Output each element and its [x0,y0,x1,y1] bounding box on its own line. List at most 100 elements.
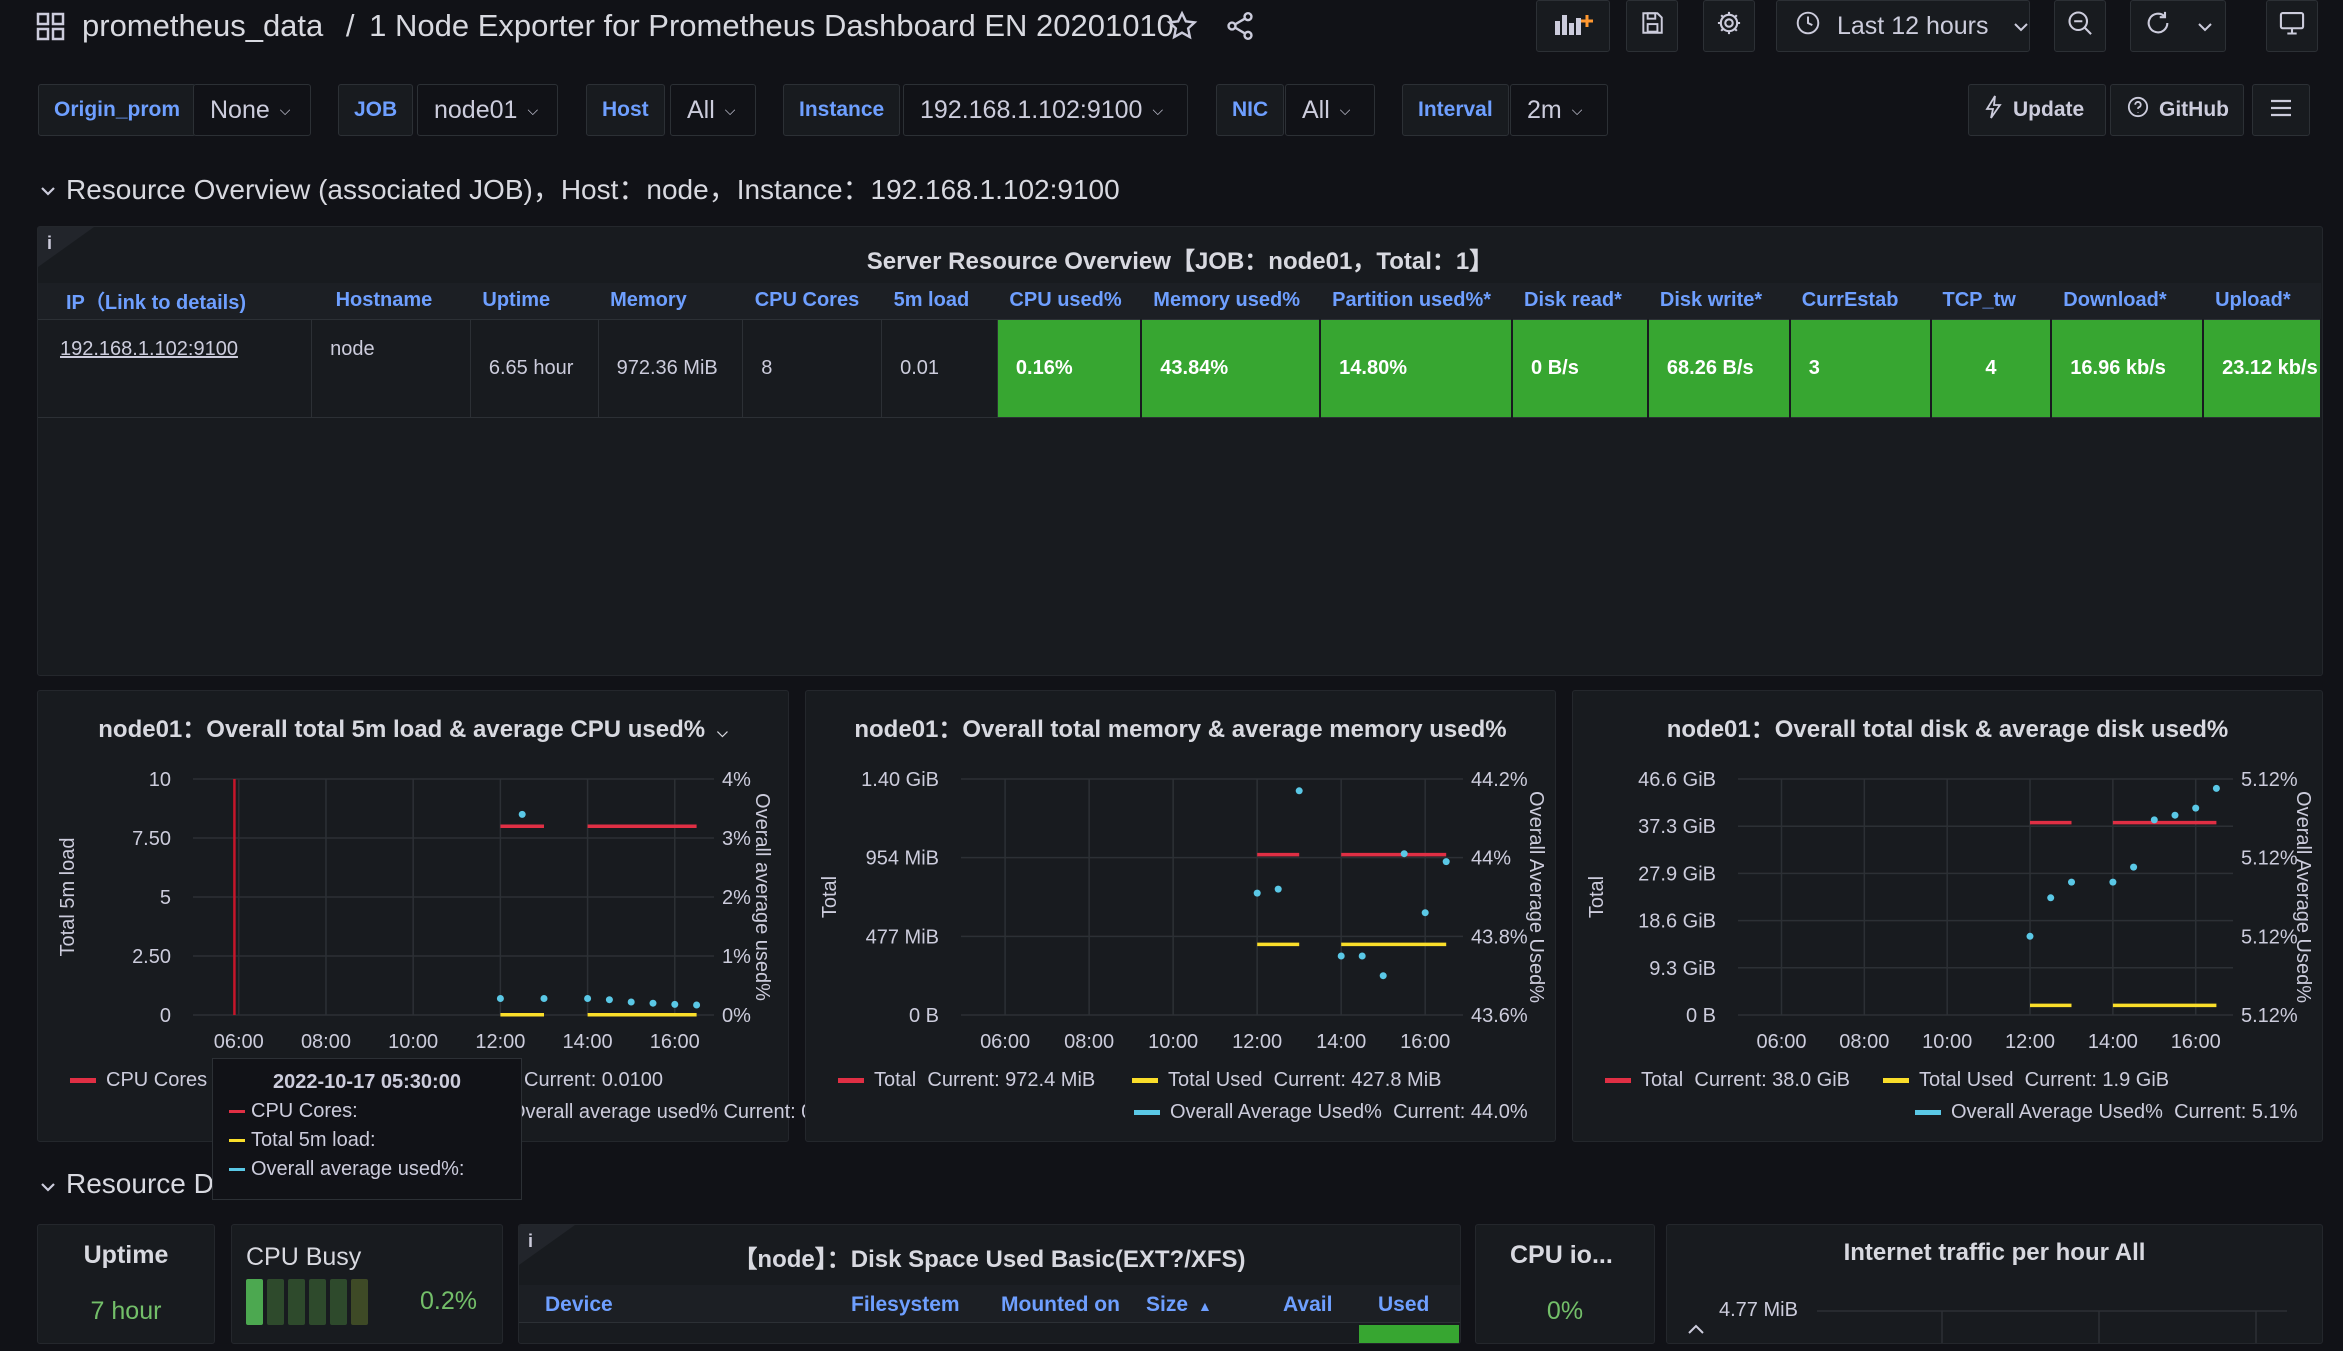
y-axis-title: Total [819,876,841,918]
ip-detail-link[interactable]: 192.168.1.102:9100 [60,337,238,360]
menu-button[interactable] [2252,84,2310,136]
add-panel-button[interactable] [1536,0,1610,52]
cpu-iowait-panel: CPU io... 0% [1475,1224,1655,1344]
column-header-partition-used[interactable]: Partition used%* [1320,283,1513,320]
zoom-out-icon [2066,9,2094,44]
variable-select-nic[interactable]: All ⌵ [1285,84,1375,136]
row-title-text: Resource D [66,1168,214,1199]
column-header-memory-used[interactable]: Memory used% [1141,283,1321,320]
dashboard-settings-button[interactable] [1703,0,1755,52]
legend-item-total-used[interactable]: Total Used Current: 427.8 MiB [1132,1069,1441,1092]
save-icon [1639,10,1665,43]
x-axis-tick-label: 06:00 [214,1031,264,1053]
tooltip-row-load: Total 5m load: [229,1129,505,1152]
legend-item-avg-used[interactable]: Overall Average Used% Current: 44.0% [1134,1101,1528,1124]
github-link-button[interactable]: GitHub [2110,84,2244,136]
variable-label-nic: NIC [1216,84,1285,136]
disk-chart[interactable]: 0 B 9.3 GiB 18.6 GiB 27.9 GiB 37.3 GiB 46.6 G… [1573,691,2324,1143]
variable-label-text: JOB [354,98,398,121]
y2-axis-title: Overall Average Used% [2292,791,2314,1003]
tv-mode-button[interactable] [2266,0,2318,52]
column-header-disk-write[interactable]: Disk write* [1647,283,1790,320]
column-header-disk-read[interactable]: Disk read* [1512,283,1648,320]
y-axis-tick-label: 37.3 GiB [1638,816,1716,838]
cpu-busy-value: 0.2% [420,1287,477,1315]
cpu-iowait-value: 0% [1546,1297,1584,1325]
row-title-text: Resource Overview (associated JOB)，Host：… [66,174,1120,205]
monitor-icon [2278,9,2306,44]
column-header-avail[interactable]: Avail [1283,1293,1333,1316]
table-header-row: IP（Link to details) Hostname Uptime Memo… [38,283,2321,320]
legend-item-total[interactable]: Total Current: 38.0 GiB [1605,1069,1850,1092]
panel-title[interactable]: node01：Overall total 5m load & average C… [38,709,788,744]
share-icon[interactable] [1224,10,1256,47]
series-point [2130,863,2138,871]
save-dashboard-button[interactable] [1626,0,1678,52]
series-point [627,998,635,1006]
y2-axis-tick-label: 44% [1471,848,1511,870]
column-header-size[interactable]: Size ▲ [1146,1293,1212,1317]
column-header-filesystem[interactable]: Filesystem [851,1293,960,1316]
chevron-down-icon [2013,12,2029,40]
variable-label-text: Instance [799,98,885,121]
panel-title[interactable]: node01：Overall total memory & average me… [854,716,1507,743]
panel-title[interactable]: CPU Busy [246,1243,362,1271]
internet-traffic-panel: Internet traffic per hour All 4.77 MiB [1666,1224,2323,1344]
row-header-resource-overview[interactable]: Resource Overview (associated JOB)，Host：… [40,168,1120,208]
info-corner-icon[interactable]: i [38,227,94,272]
variable-select-job[interactable]: node01 ⌵ [417,84,558,136]
breadcrumb-folder[interactable]: prometheus_data [82,8,324,43]
legend-item-total-used[interactable]: Total Used Current: 1.9 GiB [1883,1069,2169,1092]
refresh-interval-chevron-icon[interactable] [2197,12,2213,40]
series-point [1400,850,1408,858]
star-icon[interactable] [1166,10,1198,47]
legend-item-avg-used[interactable]: Overall Average Used% Current: 5.1% [1915,1101,2297,1124]
y2-axis-tick-label: 5.12% [2241,926,2298,948]
column-header-device[interactable]: Device [545,1293,613,1316]
info-corner-icon[interactable]: i [519,1225,575,1270]
legend-label: Total [1641,1069,1684,1091]
column-header-uptime[interactable]: Uptime [470,283,599,320]
legend-label: Overall Average Used% [1951,1101,2163,1123]
dashboard-title[interactable]: 1 Node Exporter for Prometheus Dashboard… [369,8,1174,43]
column-header-download[interactable]: Download* [2051,283,2204,320]
time-range-picker[interactable]: Last 12 hours [1776,0,2030,52]
column-header-upload[interactable]: Upload* [2203,283,2321,320]
legend-item-avg-used[interactable]: Overall average used% Current: 0.2% [510,1101,847,1124]
update-link-button[interactable]: Update [1968,84,2106,136]
column-header-used[interactable]: Used [1378,1293,1430,1316]
variable-select-origin-prom[interactable]: None ⌵ [193,84,311,136]
panel-title[interactable]: 【node】：Disk Space Used Basic(EXT?/XFS) [733,1246,1246,1273]
panel-title[interactable]: Internet traffic per hour All [1843,1239,2146,1266]
disk-chart-panel: node01：Overall total disk & average disk… [1572,690,2323,1142]
memory-chart[interactable]: 0 B 477 MiB 954 MiB 1.40 GiB 43.6% 43.8% 44% 44… [806,691,1557,1143]
refresh-button[interactable] [2130,0,2226,52]
load-cpu-chart[interactable]: 0 2.50 5 7.50 10 0% 1% 2% 3% 4% 06:00 08:00 10:00 12:… [38,691,790,1143]
legend-item-cpu-cores[interactable]: CPU Cores [70,1069,207,1092]
column-header-cpu-used[interactable]: CPU used% [997,283,1142,320]
column-header-tcp-tw[interactable]: TCP_tw [1930,283,2052,320]
zoom-out-button[interactable] [2054,0,2106,52]
legend-item-total[interactable]: Total Current: 972.4 MiB [838,1069,1095,1092]
panel-title[interactable]: Uptime [83,1241,169,1269]
panel-title[interactable]: node01：Overall total disk & average disk… [1666,716,2229,743]
apps-grid-icon[interactable] [36,12,66,47]
panel-title[interactable]: CPU io... [1510,1241,1613,1269]
column-header-5m-load[interactable]: 5m load [881,283,998,320]
variable-select-interval[interactable]: 2m ⌵ [1510,84,1608,136]
cell-5m-load: 0.01 [881,319,998,418]
y-axis-tick-label: 0 B [1686,1005,1716,1027]
bolt-icon [1985,95,2003,125]
variable-select-host[interactable]: All ⌵ [670,84,756,136]
traffic-chart[interactable] [1667,1225,2323,1344]
row-header-resource-details[interactable]: Resource D [40,1168,214,1200]
column-header-hostname[interactable]: Hostname [311,283,471,320]
column-header-memory[interactable]: Memory [598,283,743,320]
column-header-ip[interactable]: IP（Link to details) [38,283,312,320]
variable-select-instance[interactable]: 192.168.1.102:9100 ⌵ [903,84,1188,136]
legend-swatch [1915,1110,1941,1116]
y-axis-tick-label: 2.50 [132,946,171,968]
column-header-cpu-cores[interactable]: CPU Cores [742,283,882,320]
column-header-mounted-on[interactable]: Mounted on [1001,1293,1120,1316]
column-header-currestab[interactable]: CurrEstab [1789,283,1931,320]
